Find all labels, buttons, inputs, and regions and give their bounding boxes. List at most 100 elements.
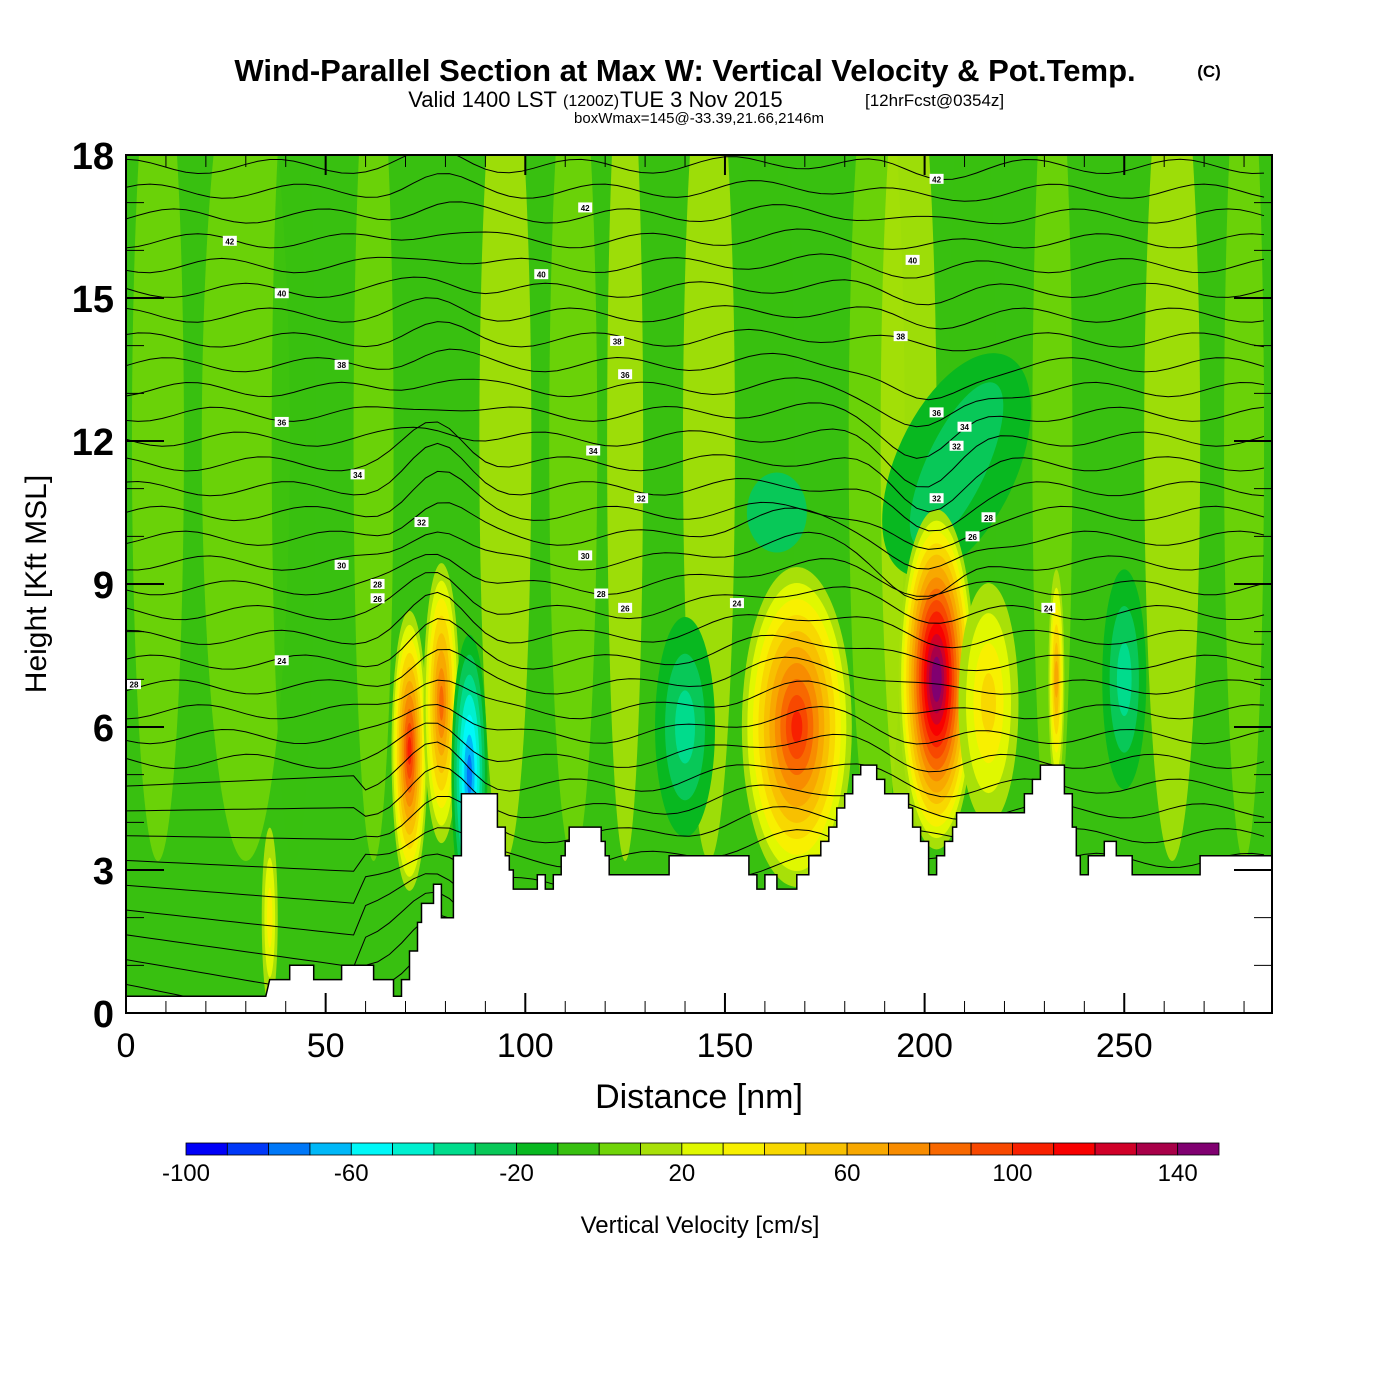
theta-label-text: 32 [952,442,961,451]
theta-label-box [893,331,908,342]
theta-label-text: 24 [277,657,286,666]
theta-label-box [370,579,385,589]
y-tick-label: 15 [72,279,114,321]
field-streak [607,155,644,861]
subtitle-date: TUE 3 Nov 2015 [620,87,783,112]
theta-label-text: 32 [417,519,426,528]
theta-label-text: 26 [373,595,382,604]
theta-contour-line [126,502,1265,570]
theta-label-text: 32 [932,495,941,504]
theta-contour-line [126,591,1264,649]
theta-label-text: 28 [373,581,382,590]
theta-contour-label: 34 [350,469,365,480]
velocity-field [131,155,1265,1008]
colorbar-swatch [764,1142,807,1156]
theta-contour-line [126,679,1265,720]
y-tick-label: 6 [93,708,114,750]
field-streak [1144,155,1201,861]
theta-label-box [957,421,972,432]
theta-contour-labels: 42 42 42 40 40 40 38 38 38 36 36 36 34 34 34 32 32 32 32 30… [126,173,1056,690]
theta-contour-line [126,618,1265,672]
subtitle-forecast: [12hrFcst@0354z] [865,91,1004,110]
theta-contour-label: 34 [957,421,972,432]
x-tick-labels: 0 50 100 150 200 250 [117,1027,1153,1065]
theta-label-box [334,359,349,370]
colorbar [185,1142,1220,1156]
theta-contour-label: 38 [334,359,349,370]
colorbar-tick-label: 60 [834,1160,861,1187]
y-tick-label: 9 [93,565,114,607]
theta-contour-line [126,426,1265,488]
colorbar-tick-labels: -100 -60 -20 20 60 100 140 [162,1160,1198,1187]
theta-contour-label: 26 [618,602,633,613]
theta-contour-label: 26 [370,593,385,604]
theta-label-text: 40 [537,271,546,280]
velocity-core [1054,661,1059,698]
velocity-core [1116,642,1132,716]
theta-contour-label: 42 [929,173,944,184]
colorbar-swatch [268,1142,311,1156]
theta-contour-label: 32 [949,440,964,451]
theta-label-box [274,655,289,666]
colorbar-swatch [1094,1142,1137,1156]
theta-contour-line [126,377,1265,428]
velocity-core [675,690,696,764]
theta-contour-label: 40 [534,269,549,280]
theta-contour-label: 26 [965,531,980,542]
theta-label-box [618,602,633,613]
theta-label-text: 26 [621,604,630,613]
theta-label-box [274,288,289,299]
theta-label-text: 36 [932,409,941,418]
theta-label-box [334,559,349,570]
colorbar-swatch [433,1142,476,1156]
colorbar-swatch [392,1142,435,1156]
field-streak [271,155,316,861]
theta-label-box [594,588,609,599]
theta-label-text: 38 [337,361,346,370]
theta-contour-line [126,703,1265,745]
theta-label-text: 30 [581,552,590,561]
colorbar-swatch [681,1142,724,1156]
theta-label-box [370,593,385,604]
theta-contour-line [126,402,1265,459]
theta-contour-line [126,276,1265,306]
subtitle: Valid 1400 LST (1200Z) TUE 3 Nov 2015 [1… [408,87,1004,112]
theta-contour-line [126,765,1265,821]
colorbar-tick-label: -20 [499,1160,534,1187]
y-tick-labels: 0 3 6 9 12 15 18 [72,136,114,1036]
theta-contour-label: 32 [929,493,944,504]
copyright-mark: (C) [1197,62,1221,81]
theta-contour-line [126,442,1265,532]
theta-label-box [981,512,996,523]
theta-contour-label: 34 [586,445,601,456]
colorbar-swatch [185,1142,228,1156]
theta-contour-label: 36 [618,369,633,380]
velocity-core [439,685,444,721]
velocity-core [791,711,803,743]
theta-label-text: 28 [130,681,139,690]
theta-label-text: 30 [337,561,346,570]
theta-label-text: 42 [932,175,941,184]
theta-label-box [578,202,593,213]
colorbar-swatch [516,1142,559,1156]
x-tick-label: 250 [1096,1027,1153,1065]
y-tick-label: 3 [93,851,114,893]
colorbar-swatch [640,1142,683,1156]
theta-contour-line [126,531,1265,601]
field-streak [549,155,598,861]
colorbar-swatch [1053,1142,1096,1156]
theta-label-text: 24 [1044,604,1053,613]
field-streak [479,155,532,861]
theta-contour-line [126,253,1265,279]
theta-contour-label: 24 [729,598,744,609]
colorbar-swatch [1135,1142,1179,1156]
colorbar-tick-label: -100 [162,1160,210,1187]
theta-contour-line [126,228,1265,250]
colorbar-swatch [929,1142,972,1156]
theta-label-box [929,493,944,504]
theta-label-box [414,517,429,528]
theta-contour-label: 28 [981,512,996,523]
theta-label-box [634,493,649,504]
colorbar-swatch [846,1142,889,1156]
